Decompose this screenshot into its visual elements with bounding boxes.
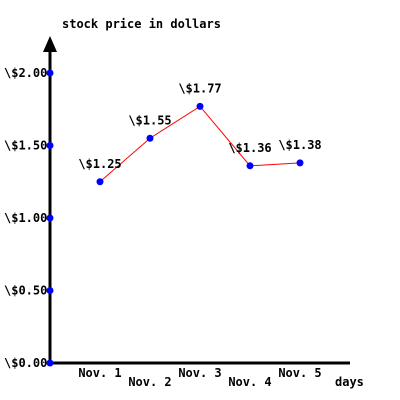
x-tick-label: Nov. 4	[228, 375, 271, 389]
y-tick-mark	[46, 359, 54, 367]
series: \$1.25 \$1.55 \$1.77 \$1.36 \$1.38	[78, 81, 322, 186]
y-tick-mark	[46, 287, 54, 294]
data-point	[96, 178, 104, 186]
y-tick-mark	[46, 69, 54, 77]
y-tick-label: \$1.50	[4, 139, 47, 153]
x-tick-label: Nov. 2	[128, 375, 171, 389]
data-label: \$1.55	[128, 113, 171, 127]
x-axis-label: days	[335, 375, 364, 389]
x-tick-label: Nov. 3	[178, 366, 221, 380]
y-tick-label: \$0.50	[4, 284, 47, 298]
y-axis-ticks: \$0.00 \$0.50 \$1.00 \$1.50 \$2.00	[4, 66, 54, 370]
x-tick-label: Nov. 1	[78, 366, 121, 380]
axes	[43, 36, 350, 365]
data-label: \$1.36	[228, 141, 271, 155]
data-label: \$1.77	[178, 81, 221, 95]
data-point	[296, 159, 304, 167]
data-point	[196, 102, 204, 110]
x-axis-ticks: Nov. 1 Nov. 2 Nov. 3 Nov. 4 Nov. 5	[78, 366, 321, 389]
y-axis-arrow	[43, 36, 57, 52]
data-point	[246, 162, 254, 170]
x-tick-label: Nov. 5	[278, 366, 321, 380]
y-tick-label: \$2.00	[4, 66, 47, 80]
y-tick-mark	[46, 214, 54, 222]
y-tick-mark	[46, 142, 54, 149]
data-label: \$1.25	[78, 157, 121, 171]
data-point	[146, 134, 154, 142]
y-tick-label: \$0.00	[4, 356, 47, 370]
data-label: \$1.38	[278, 138, 321, 152]
chart-title: stock price in dollars	[62, 17, 221, 31]
y-tick-label: \$1.00	[4, 211, 47, 225]
